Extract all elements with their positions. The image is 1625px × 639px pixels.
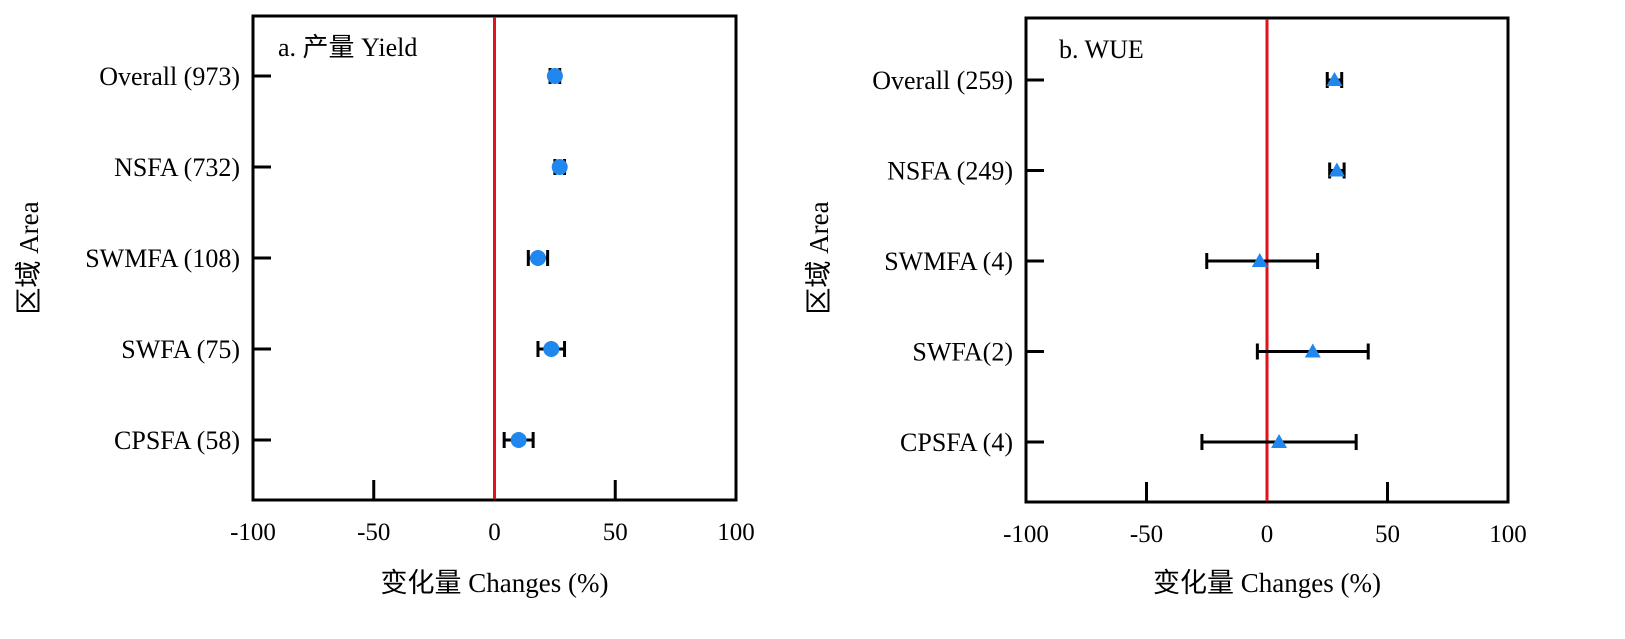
data-point	[543, 341, 560, 357]
data-point	[510, 432, 527, 448]
x-axis-title: 变化量 Changes (%)	[1153, 568, 1381, 598]
data-point	[1326, 72, 1343, 86]
category-label: CPSFA (4)	[900, 428, 1013, 457]
data-point	[1328, 162, 1345, 177]
x-tick-label: -100	[230, 519, 276, 546]
panel-wue: -100 -50 0 50 100 Overall (259) NSFA (249) SWMF…	[804, 16, 1527, 598]
category-label: Overall (259)	[872, 66, 1013, 95]
panel-yield: -100 -50 0 50 100 Overall (973) NSFA (732) SWMF…	[14, 14, 755, 598]
data-point	[551, 159, 568, 175]
x-tick-label: 100	[1489, 521, 1527, 548]
x-tick-label: -50	[1130, 521, 1163, 548]
x-tick-label: 0	[1261, 521, 1274, 548]
category-label: SWFA (75)	[121, 335, 240, 364]
y-axis-title: 区域 Area	[14, 201, 44, 314]
category-label: CPSFA (58)	[114, 426, 240, 455]
category-label: SWMFA (108)	[85, 244, 240, 273]
data-point	[1271, 434, 1288, 448]
category-label: NSFA (732)	[114, 153, 240, 182]
x-tick-label: -100	[1003, 521, 1049, 548]
x-tick-label: -50	[357, 519, 390, 546]
category-label: NSFA (249)	[887, 157, 1013, 186]
y-axis-title: 区域 Area	[804, 201, 834, 314]
x-axis-title: 变化量 Changes (%)	[381, 568, 609, 598]
data-point	[529, 250, 546, 266]
data-point	[1251, 253, 1268, 267]
x-tick-label: 50	[1375, 521, 1400, 548]
category-label: SWFA(2)	[912, 338, 1013, 367]
x-tick-label: 100	[717, 519, 755, 546]
x-tick-label: 50	[603, 519, 628, 546]
x-tick-label: 0	[488, 519, 501, 546]
data-point	[1304, 343, 1321, 358]
category-label: Overall (973)	[99, 62, 240, 91]
panel-label: a. 产量 Yield	[278, 33, 417, 62]
data-point	[546, 68, 563, 84]
panel-label: b. WUE	[1059, 35, 1144, 64]
category-label: SWMFA (4)	[884, 247, 1013, 276]
